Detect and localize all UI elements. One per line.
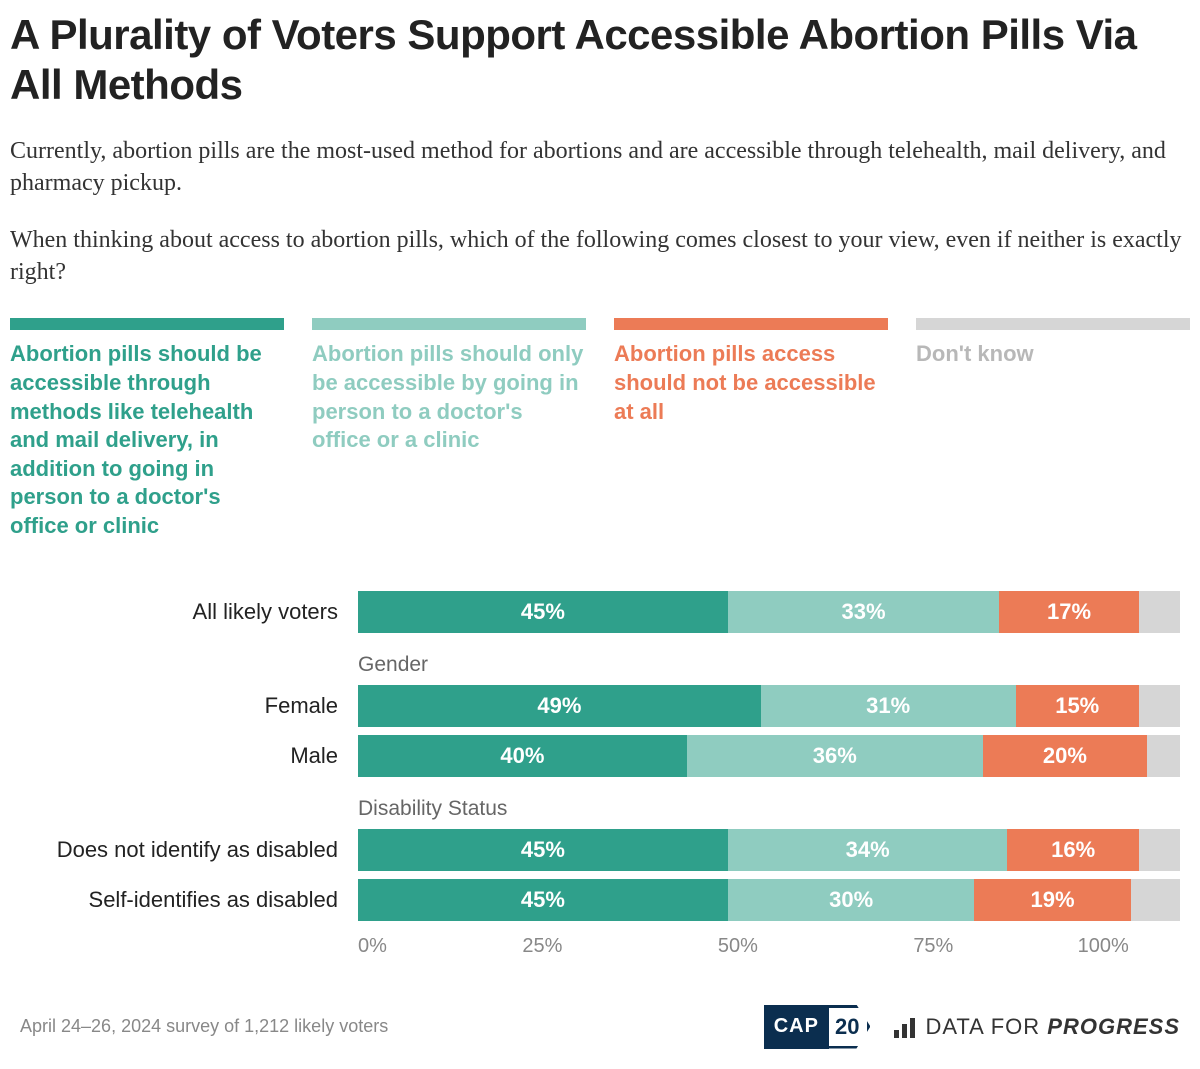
- bar-segment: 30%: [728, 879, 975, 921]
- legend-label: Abortion pills should only be accessible…: [312, 340, 586, 454]
- bar-segment: 16%: [1007, 829, 1139, 871]
- legend-swatch: [614, 318, 888, 330]
- legend-item: Abortion pills should be accessible thro…: [10, 318, 284, 540]
- row-label: All likely voters: [10, 591, 348, 633]
- bar-segment: [1147, 735, 1180, 777]
- survey-note: April 24–26, 2024 survey of 1,212 likely…: [20, 1016, 388, 1037]
- x-axis: 0% 25% 50% 75% 100%: [358, 935, 1180, 965]
- chart: All likely voters45%33%17%GenderFemale49…: [10, 591, 1190, 965]
- stacked-bar: 49%31%15%: [358, 685, 1180, 727]
- bar-segment: 20%: [983, 735, 1147, 777]
- bar-row: All likely voters45%33%17%: [358, 591, 1180, 633]
- stacked-bar: 45%34%16%: [358, 829, 1180, 871]
- bar-chart-icon: [894, 1016, 915, 1038]
- bar-segment: 49%: [358, 685, 761, 727]
- row-label: Female: [10, 685, 348, 727]
- legend-swatch: [916, 318, 1190, 330]
- bar-row: Female49%31%15%: [358, 685, 1180, 727]
- bar-segment: 31%: [761, 685, 1016, 727]
- row-label: Does not identify as disabled: [10, 829, 348, 871]
- axis-tick: 0%: [358, 935, 387, 965]
- bar-segment: 15%: [1016, 685, 1139, 727]
- bar-segment: 17%: [999, 591, 1139, 633]
- data-for-progress-logo: DATA FOR PROGRESS: [894, 1014, 1180, 1040]
- legend-item: Abortion pills access should not be acce…: [614, 318, 888, 540]
- legend-item: Abortion pills should only be accessible…: [312, 318, 586, 540]
- chart-title: A Plurality of Voters Support Accessible…: [10, 10, 1190, 111]
- legend-item: Don't know: [916, 318, 1190, 540]
- stacked-bar: 45%33%17%: [358, 591, 1180, 633]
- bar-segment: [1139, 685, 1180, 727]
- bar-row: Does not identify as disabled45%34%16%: [358, 829, 1180, 871]
- legend-label: Don't know: [916, 340, 1190, 369]
- bar-row: Self-identifies as disabled45%30%19%: [358, 879, 1180, 921]
- bar-row: Male40%36%20%: [358, 735, 1180, 777]
- legend-label: Abortion pills access should not be acce…: [614, 340, 888, 426]
- axis-tick: 50%: [718, 935, 758, 965]
- survey-question: When thinking about access to abortion p…: [10, 224, 1190, 289]
- bar-segment: 34%: [728, 829, 1007, 871]
- group-label: Gender: [358, 653, 1180, 677]
- bar-segment: [1131, 879, 1180, 921]
- legend: Abortion pills should be accessible thro…: [10, 318, 1190, 540]
- cap20-logo: CAP 20: [764, 1005, 871, 1049]
- axis-tick: 25%: [522, 935, 562, 965]
- bar-segment: [1139, 591, 1180, 633]
- bar-segment: [1139, 829, 1180, 871]
- axis-tick: 100%: [1078, 935, 1129, 965]
- stacked-bar: 40%36%20%: [358, 735, 1180, 777]
- group-label: Disability Status: [358, 797, 1180, 821]
- row-label: Self-identifies as disabled: [10, 879, 348, 921]
- bar-segment: 45%: [358, 829, 728, 871]
- bar-segment: 19%: [974, 879, 1130, 921]
- bar-segment: 45%: [358, 879, 728, 921]
- footer: April 24–26, 2024 survey of 1,212 likely…: [10, 1005, 1190, 1049]
- legend-label: Abortion pills should be accessible thro…: [10, 340, 284, 540]
- bar-segment: 40%: [358, 735, 687, 777]
- legend-swatch: [312, 318, 586, 330]
- stacked-bar: 45%30%19%: [358, 879, 1180, 921]
- bar-segment: 33%: [728, 591, 999, 633]
- axis-tick: 75%: [913, 935, 953, 965]
- legend-swatch: [10, 318, 284, 330]
- chart-subtitle: Currently, abortion pills are the most-u…: [10, 135, 1190, 200]
- cap20-logo-left: CAP: [764, 1005, 829, 1049]
- row-label: Male: [10, 735, 348, 777]
- cap20-logo-right: 20: [829, 1005, 870, 1049]
- dfp-text: DATA FOR PROGRESS: [925, 1014, 1180, 1040]
- bar-segment: 45%: [358, 591, 728, 633]
- logos: CAP 20 DATA FOR PROGRESS: [764, 1005, 1180, 1049]
- bar-segment: 36%: [687, 735, 983, 777]
